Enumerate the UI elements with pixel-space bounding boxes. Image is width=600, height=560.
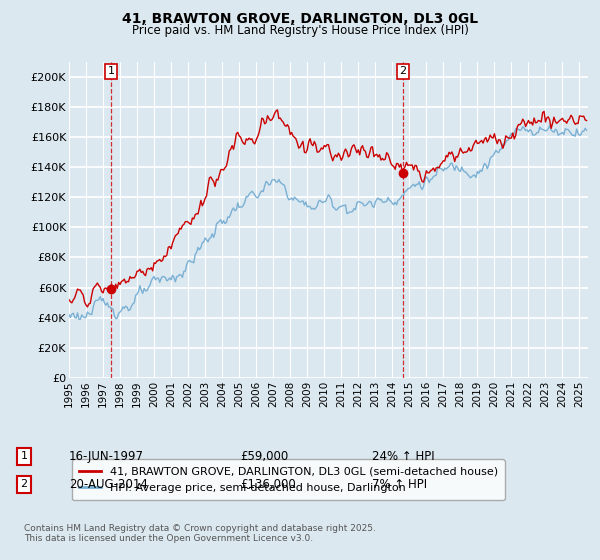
Text: 2: 2 bbox=[400, 66, 407, 76]
Text: Price paid vs. HM Land Registry's House Price Index (HPI): Price paid vs. HM Land Registry's House … bbox=[131, 24, 469, 36]
Text: 1: 1 bbox=[20, 451, 28, 461]
Text: £136,000: £136,000 bbox=[240, 478, 296, 491]
Text: 2: 2 bbox=[20, 479, 28, 489]
Legend: 41, BRAWTON GROVE, DARLINGTON, DL3 0GL (semi-detached house), HPI: Average price: 41, BRAWTON GROVE, DARLINGTON, DL3 0GL (… bbox=[72, 460, 505, 500]
Text: 7% ↑ HPI: 7% ↑ HPI bbox=[372, 478, 427, 491]
Text: 1: 1 bbox=[107, 66, 115, 76]
Text: 20-AUG-2014: 20-AUG-2014 bbox=[69, 478, 148, 491]
Text: 16-JUN-1997: 16-JUN-1997 bbox=[69, 450, 144, 463]
Text: 24% ↑ HPI: 24% ↑ HPI bbox=[372, 450, 434, 463]
Text: £59,000: £59,000 bbox=[240, 450, 288, 463]
Text: Contains HM Land Registry data © Crown copyright and database right 2025.
This d: Contains HM Land Registry data © Crown c… bbox=[24, 524, 376, 543]
Text: 41, BRAWTON GROVE, DARLINGTON, DL3 0GL: 41, BRAWTON GROVE, DARLINGTON, DL3 0GL bbox=[122, 12, 478, 26]
